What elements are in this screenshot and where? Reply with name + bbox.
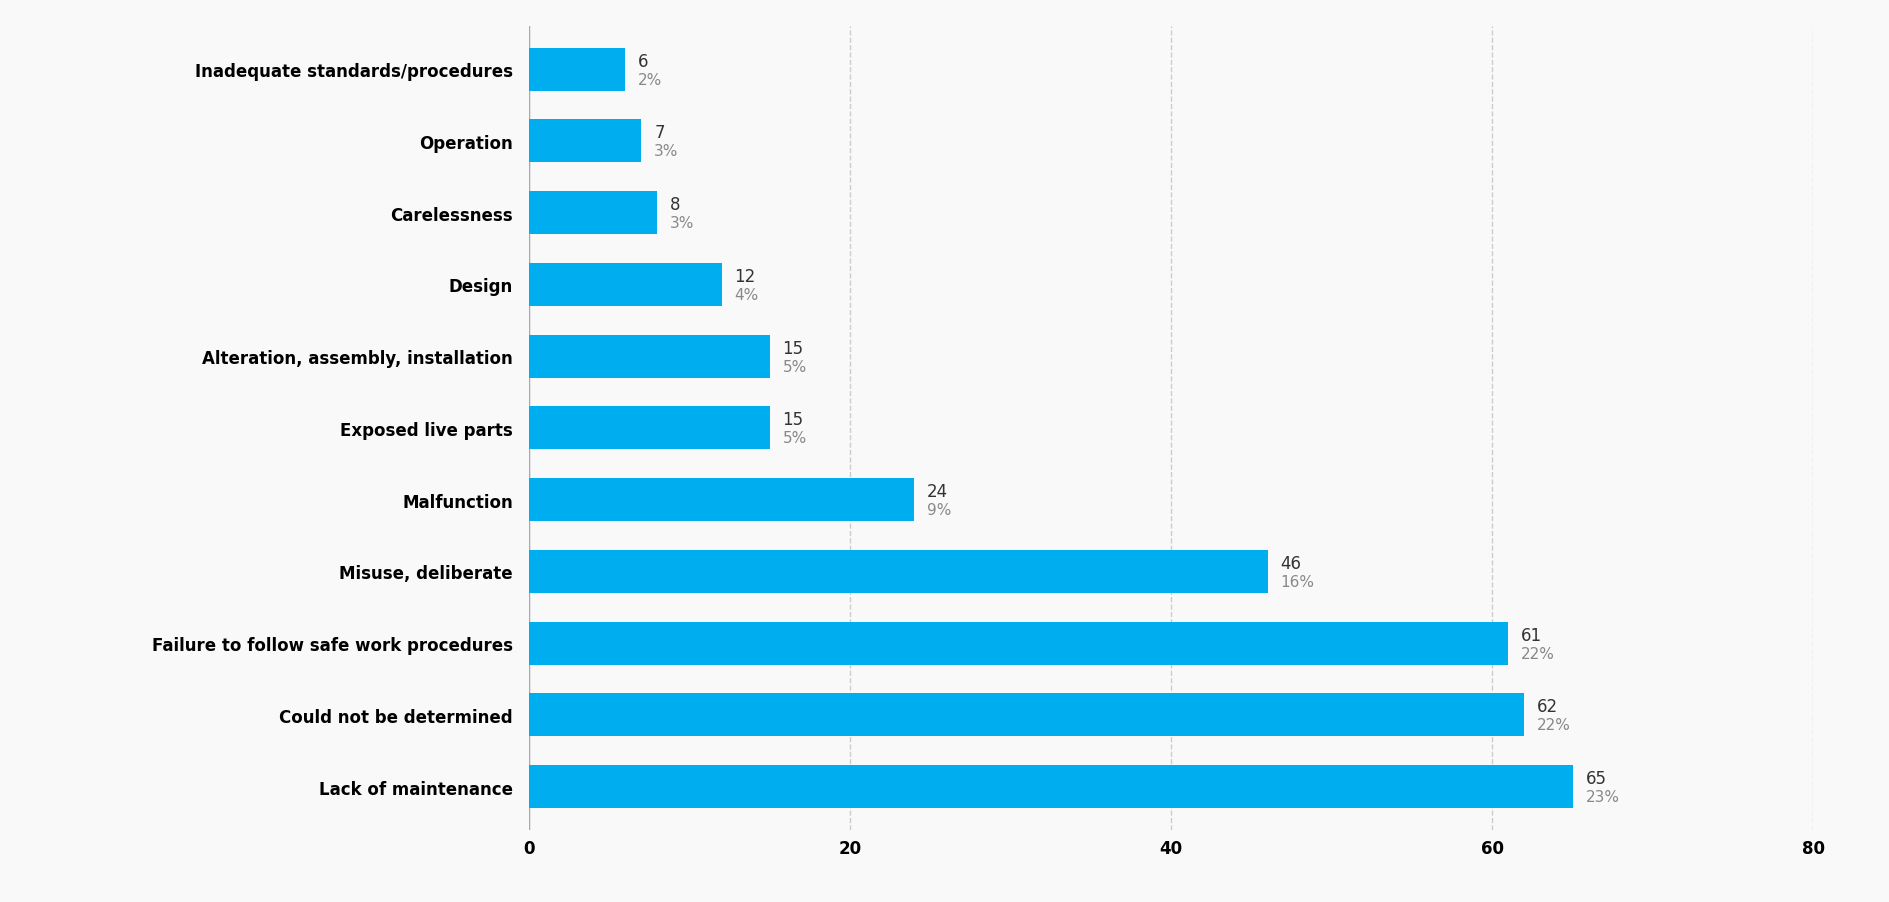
Bar [529, 694, 1524, 737]
Bar [529, 120, 642, 163]
Text: 5%: 5% [782, 431, 807, 446]
Bar [529, 765, 1572, 808]
Text: 5%: 5% [782, 359, 807, 374]
Bar [529, 336, 771, 378]
Text: 9%: 9% [927, 502, 952, 518]
Text: 16%: 16% [1281, 575, 1315, 589]
Bar [529, 622, 1507, 665]
Text: 23%: 23% [1585, 789, 1619, 805]
Text: 8: 8 [671, 196, 680, 214]
Text: 22%: 22% [1521, 646, 1555, 661]
Bar [529, 550, 1268, 594]
Bar [529, 192, 657, 235]
Text: 2%: 2% [638, 72, 663, 87]
Text: 15: 15 [782, 410, 803, 428]
Text: 4%: 4% [735, 288, 759, 303]
Bar [529, 49, 625, 92]
Text: 3%: 3% [654, 144, 678, 160]
Text: 62: 62 [1538, 697, 1558, 715]
Text: 65: 65 [1585, 769, 1606, 787]
Text: 61: 61 [1521, 626, 1541, 644]
Bar [529, 407, 771, 450]
Text: 12: 12 [735, 268, 756, 286]
Text: 22%: 22% [1538, 718, 1572, 732]
Text: 46: 46 [1281, 554, 1302, 572]
Text: 7: 7 [654, 124, 665, 143]
Text: 3%: 3% [671, 216, 695, 231]
Bar [529, 263, 722, 307]
Text: 24: 24 [927, 483, 948, 501]
Bar [529, 479, 914, 521]
Text: 15: 15 [782, 339, 803, 357]
Text: 6: 6 [638, 52, 648, 70]
